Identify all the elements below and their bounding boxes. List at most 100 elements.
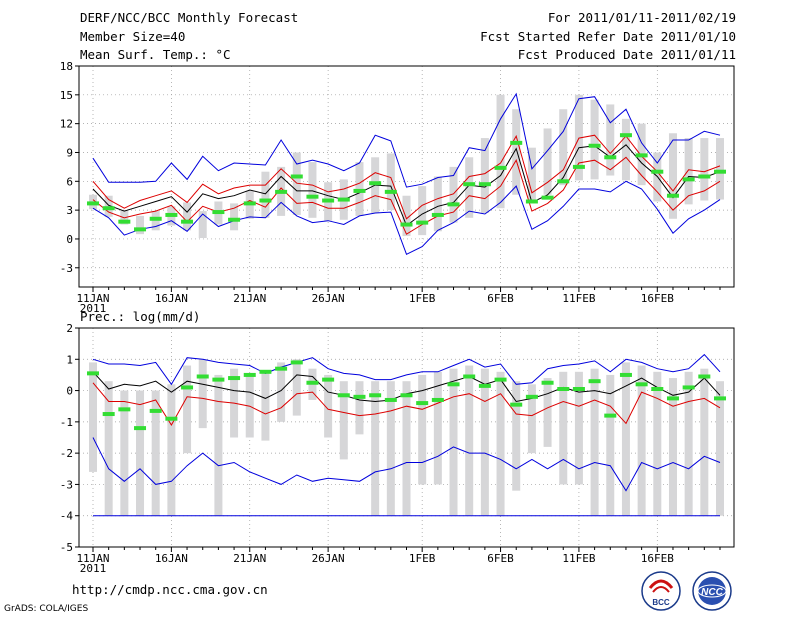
x-tick-label: 11JAN: [76, 552, 109, 565]
spread-box: [198, 211, 207, 238]
spread-box: [214, 374, 223, 516]
footer-url[interactable]: http://cmdp.ncc.cma.gov.cn: [72, 582, 268, 597]
header-variable: Mean Surf. Temp.: °C: [80, 47, 231, 62]
header-period: For 2011/01/11-2011/02/19: [547, 10, 736, 25]
spread-box: [418, 374, 427, 485]
spread-box: [433, 176, 442, 232]
spread-box: [512, 381, 521, 491]
x-tick-label: 1FEB: [409, 292, 436, 305]
spread-box: [308, 162, 317, 218]
spread-box: [480, 138, 489, 214]
y-tick-label: -3: [60, 478, 73, 491]
spread-box: [496, 371, 505, 516]
spread-box: [716, 138, 724, 200]
x-tick-label: 16JAN: [155, 292, 188, 305]
ncc-logo-icon: NCC: [692, 571, 732, 611]
spread-box: [465, 157, 474, 218]
y-tick-label: 15: [60, 89, 73, 102]
series-min-line: [92, 437, 721, 492]
y-tick-label: -4: [60, 510, 74, 523]
header-member-size: Member Size=40: [80, 29, 186, 44]
spread-box: [637, 365, 646, 516]
spread-box: [136, 215, 145, 235]
x-tick-label: 1FEB: [409, 552, 436, 565]
footer-credit: GrADS: COLA/IGES: [4, 604, 89, 614]
spread-box: [151, 390, 160, 516]
series-min-line: [92, 180, 721, 255]
series-p25-line: [92, 156, 721, 235]
spread-box: [449, 166, 458, 223]
spread-box: [496, 94, 505, 209]
x-tick-year-label: 2011: [80, 562, 107, 575]
spread-box: [543, 128, 552, 195]
spread-box: [120, 390, 129, 516]
y-tick-label: 3: [66, 204, 73, 217]
spread-box: [277, 362, 286, 422]
y-tick-label: 0: [66, 233, 73, 246]
spread-box: [355, 381, 364, 435]
spread-box: [590, 368, 599, 516]
spread-box: [183, 365, 192, 454]
spread-box: [574, 94, 583, 181]
y-tick-label: -2: [60, 447, 73, 460]
spread-box: [198, 359, 207, 429]
header-start-date: Fcst Started Refer Date 2011/01/10: [480, 29, 736, 44]
spread-box: [386, 381, 395, 516]
spread-box: [668, 133, 677, 219]
spread-box: [261, 371, 270, 441]
x-tick-label: 6FEB: [487, 292, 514, 305]
spread-box: [606, 104, 615, 176]
y-tick-label: -1: [60, 416, 73, 429]
spread-box: [324, 374, 333, 438]
spread-box: [167, 384, 176, 516]
spread-box: [402, 195, 411, 237]
x-tick-label: 16FEB: [641, 552, 674, 565]
spread-box: [433, 371, 442, 485]
panel-title: Prec.: log(mm/d): [80, 309, 200, 324]
spread-box: [684, 138, 693, 205]
y-tick-label: 12: [60, 118, 73, 131]
spread-box: [700, 368, 709, 516]
x-tick-label: 26JAN: [312, 552, 345, 565]
x-tick-label: 11FEB: [562, 292, 595, 305]
spread-box: [386, 153, 395, 211]
spread-box: [668, 378, 677, 516]
spread-box: [559, 371, 568, 485]
spread-box: [480, 368, 489, 516]
spread-box: [339, 381, 348, 460]
spread-box: [590, 99, 599, 180]
series-p25-line: [92, 382, 721, 426]
bcc-logo-text: BCC: [652, 598, 670, 607]
spread-box: [183, 202, 192, 231]
x-tick-label: 16JAN: [155, 552, 188, 565]
spread-box: [261, 171, 270, 218]
spread-box: [684, 371, 693, 516]
spread-box: [104, 381, 113, 516]
y-tick-label: 18: [60, 60, 73, 73]
spread-box: [606, 374, 615, 516]
x-tick-label: 11JAN: [76, 292, 109, 305]
x-tick-year-label: 2011: [80, 302, 107, 315]
x-tick-label: 16FEB: [641, 292, 674, 305]
x-tick-label: 26JAN: [312, 292, 345, 305]
spread-box: [136, 390, 145, 516]
y-tick-label: 6: [66, 175, 73, 188]
y-tick-label: -5: [60, 541, 73, 554]
spread-box: [449, 368, 458, 516]
x-tick-label: 6FEB: [487, 552, 514, 565]
spread-box: [527, 147, 536, 201]
x-tick-label: 11FEB: [562, 552, 595, 565]
y-tick-label: 1: [66, 353, 73, 366]
y-tick-label: 0: [66, 385, 73, 398]
spread-box: [418, 186, 427, 236]
spread-box: [89, 362, 97, 472]
spread-box: [621, 362, 630, 516]
x-tick-label: 21JAN: [233, 552, 266, 565]
series-max-line: [92, 353, 721, 386]
spread-box: [465, 365, 474, 516]
spread-box: [653, 371, 662, 516]
bcc-logo-icon: BCC: [641, 571, 681, 611]
